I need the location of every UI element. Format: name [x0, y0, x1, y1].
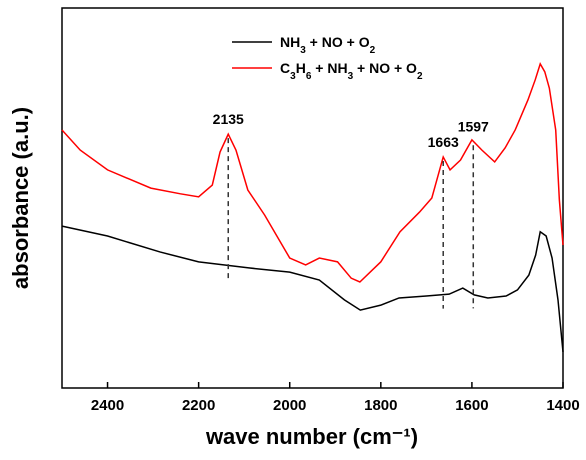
x-tick-label: 1400: [546, 397, 579, 414]
plot-frame: [61, 7, 564, 389]
x-tick-label: 2400: [91, 397, 124, 414]
series-line: [61, 225, 564, 352]
y-axis-label: absorbance (a.u.): [8, 107, 33, 289]
annotation-label: 2135: [213, 111, 244, 127]
x-tick-label: 2200: [182, 397, 215, 414]
x-tick-label: 2000: [273, 397, 306, 414]
series-line: [61, 61, 564, 283]
legend-label: NH3 + NO + O2: [280, 34, 376, 56]
x-tick-label: 1800: [364, 397, 397, 414]
annotation-label: 1597: [458, 118, 489, 134]
x-axis-label: wave number (cm⁻¹): [205, 424, 418, 449]
annotation-label: 1663: [428, 134, 459, 150]
legend-label: C3H6 + NH3 + NO + O2: [280, 60, 423, 82]
x-tick-label: 1600: [455, 397, 488, 414]
